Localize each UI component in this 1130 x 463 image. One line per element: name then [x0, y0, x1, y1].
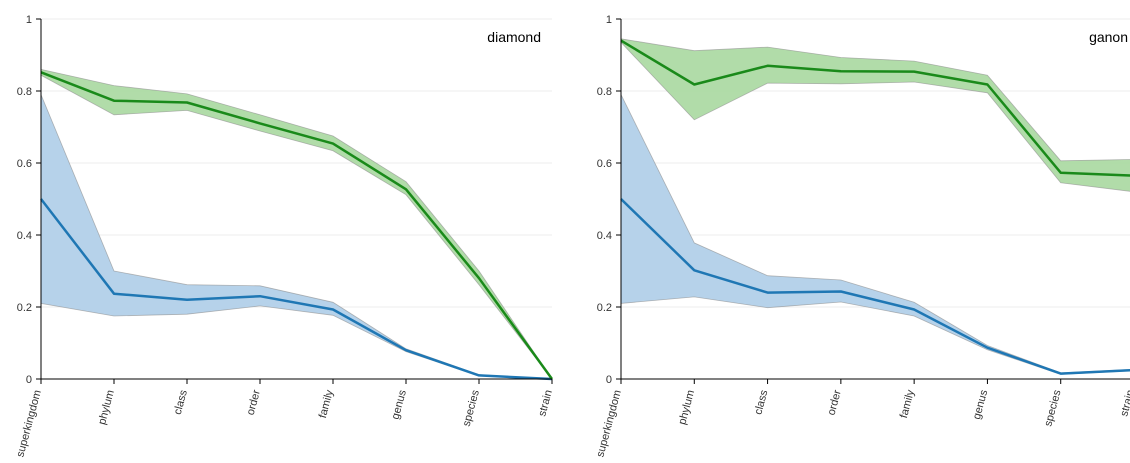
series-1-band: [620, 38, 1130, 192]
y-tick-label: 1: [26, 14, 32, 26]
x-tick-label: genus: [390, 388, 409, 421]
x-tick-label: phylum: [676, 389, 697, 426]
y-tick-label: 0.2: [597, 302, 612, 314]
x-tick-label: species: [461, 388, 482, 428]
y-tick-label: 0: [606, 374, 612, 386]
y-tick-label: 1: [606, 14, 612, 26]
x-tick-label: order: [826, 388, 844, 416]
y-tick-label: 0: [26, 374, 32, 386]
y-tick-label: 0.4: [17, 230, 32, 242]
y-tick-label: 0.6: [17, 158, 32, 170]
y-tick-label: 0.4: [597, 230, 612, 242]
panel-title: ganon: [1089, 29, 1128, 45]
x-tick-label: superkingdom: [14, 389, 43, 459]
series-0-line: [40, 198, 553, 381]
x-tick-label: phylum: [96, 389, 117, 426]
y-tick-label: 0.2: [17, 302, 32, 314]
x-tick-label: genus: [971, 388, 990, 421]
series-1-line: [40, 71, 554, 380]
ganon-panel: 0 0.2 0.4 0.6 0.8 1 superkingdom phylum class ord…: [594, 14, 1130, 459]
series-0-band: [620, 94, 1130, 375]
series-1-band: [40, 68, 553, 380]
x-tick-label: strain: [536, 389, 555, 418]
x-tick-label: species: [1042, 388, 1063, 428]
x-tick-label: order: [245, 388, 263, 416]
diamond-panel: 0 0.2 0.4 0.6 0.8 1 superkingdom phylum class ord…: [14, 14, 554, 459]
x-tick-label: superkingdom: [594, 389, 623, 459]
series-1-line: [620, 39, 1130, 177]
y-tick-label: 0.8: [17, 86, 32, 98]
x-tick-label: family: [898, 388, 917, 419]
y-tick-label: 0.6: [597, 158, 612, 170]
x-tick-label: class: [172, 388, 190, 416]
x-tick-label: class: [752, 388, 770, 416]
panel-title: diamond: [487, 29, 541, 45]
x-tick-label: strain: [1118, 389, 1130, 418]
y-tick-label: 0.8: [597, 86, 612, 98]
series-0-line: [620, 198, 1130, 375]
x-tick-label: family: [317, 388, 336, 419]
